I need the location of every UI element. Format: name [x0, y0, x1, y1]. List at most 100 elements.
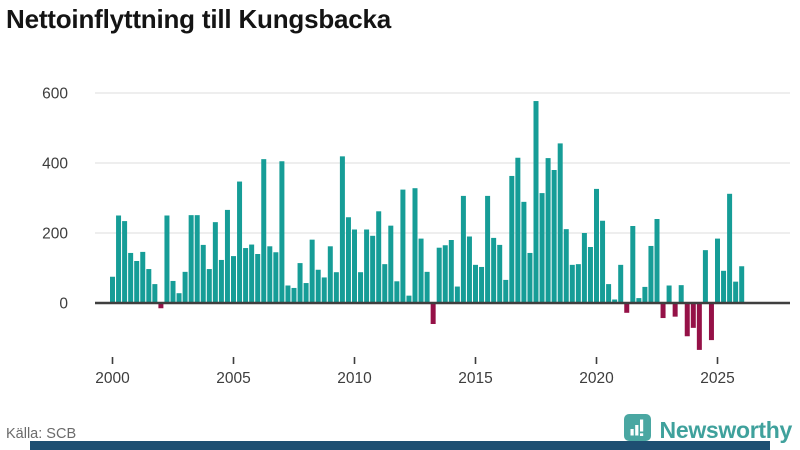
- bar: [739, 266, 745, 303]
- bar: [733, 281, 739, 303]
- bar: [672, 303, 678, 317]
- bar: [128, 252, 134, 303]
- bar: [503, 279, 509, 303]
- bar: [436, 247, 442, 303]
- bar: [612, 299, 618, 303]
- bar: [648, 245, 654, 303]
- bar: [485, 195, 491, 303]
- bar: [206, 269, 212, 303]
- bar: [370, 235, 376, 303]
- bar: [140, 251, 146, 303]
- bar: [479, 266, 485, 303]
- bar: [249, 244, 255, 303]
- bar-chart: 0 200 400 600 2000 2005 2010 2015 2020 2025: [42, 86, 790, 387]
- bar: [279, 161, 285, 303]
- bar: [364, 229, 370, 303]
- y-tick-label: 200: [42, 226, 68, 243]
- bar: [690, 303, 696, 328]
- bar: [315, 269, 321, 303]
- bar: [624, 303, 630, 313]
- bottom-accent-bar: [30, 441, 770, 450]
- bar: [200, 244, 206, 303]
- bar: [243, 248, 249, 303]
- bar: [110, 276, 115, 303]
- bar: [412, 188, 418, 303]
- bar: [563, 229, 569, 303]
- bar: [448, 240, 454, 303]
- bar: [678, 285, 684, 303]
- bar: [715, 238, 720, 303]
- bar: [660, 303, 666, 319]
- bar: [158, 303, 164, 309]
- bar: [594, 188, 599, 303]
- bar: [606, 284, 612, 303]
- bar: [176, 293, 182, 303]
- bar: [630, 226, 636, 303]
- bar: [164, 215, 170, 303]
- bar: [394, 281, 400, 303]
- bar: [231, 256, 236, 303]
- bar: [581, 233, 587, 303]
- bar: [146, 269, 152, 303]
- bar: [654, 219, 660, 303]
- bar: [382, 264, 388, 303]
- bar: [224, 209, 230, 303]
- bar: [497, 244, 503, 303]
- bar: [388, 225, 394, 303]
- x-tick-label: 2005: [216, 370, 250, 387]
- bar: [285, 285, 291, 303]
- x-tick-label: 2010: [337, 370, 372, 387]
- bar: [152, 284, 158, 303]
- bar: [533, 101, 539, 303]
- y-tick-label: 600: [42, 86, 68, 103]
- bar: [345, 217, 351, 303]
- bar: [551, 170, 557, 303]
- brand-name: Newsworthy: [659, 416, 793, 443]
- bar: [618, 264, 624, 303]
- bar: [527, 252, 533, 303]
- bar: [309, 239, 315, 303]
- bar: [515, 157, 521, 303]
- bar: [418, 238, 424, 303]
- bar: [684, 303, 690, 337]
- x-tick-label: 2020: [579, 370, 614, 387]
- bar: [642, 286, 648, 303]
- bar: [333, 272, 339, 303]
- bar: [727, 193, 733, 303]
- bar: [291, 287, 297, 303]
- bar: [352, 229, 357, 303]
- bar: [721, 270, 727, 303]
- bar: [587, 247, 593, 303]
- bars: [110, 101, 745, 350]
- bar: [575, 264, 581, 303]
- bar: [218, 259, 224, 303]
- bar: [170, 280, 176, 303]
- bar: [297, 263, 303, 303]
- source-label: Källa: SCB: [6, 426, 77, 442]
- x-tick-label: 2025: [700, 370, 734, 387]
- y-gridlines: [95, 92, 790, 234]
- bar: [182, 271, 188, 303]
- bar: [267, 246, 273, 303]
- bar: [430, 303, 436, 324]
- y-tick-label: 0: [59, 296, 68, 313]
- bar: [327, 246, 333, 303]
- y-axis-labels: 0 200 400 600: [42, 86, 68, 313]
- bar: [212, 222, 218, 303]
- bar: [134, 261, 140, 303]
- bar: [557, 143, 563, 303]
- page-title: Nettoinflyttning till Kungsbacka: [6, 4, 392, 34]
- bar: [545, 158, 551, 303]
- bar: [400, 189, 406, 303]
- bar: [636, 298, 642, 303]
- bar: [321, 277, 327, 303]
- bar: [303, 283, 309, 303]
- bar: [116, 215, 122, 303]
- bar: [473, 264, 478, 303]
- bar: [708, 303, 714, 341]
- bar: [600, 220, 606, 303]
- bar: [376, 211, 382, 303]
- bar: [237, 181, 243, 303]
- bar: [509, 175, 515, 303]
- bar: [666, 285, 672, 303]
